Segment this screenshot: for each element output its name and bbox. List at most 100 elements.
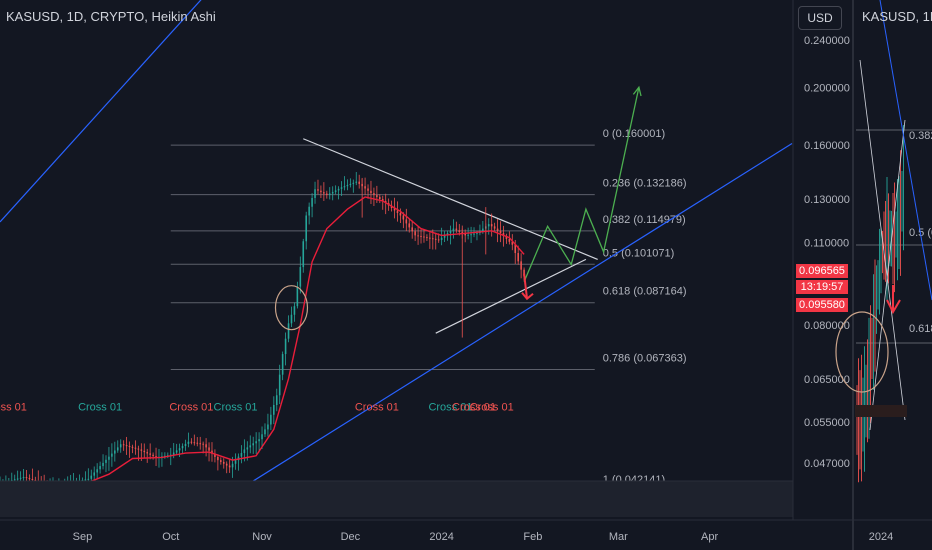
bull-candle — [90, 475, 93, 479]
bear-candle — [149, 453, 151, 455]
bull-candle — [258, 439, 260, 442]
bear-candle — [143, 450, 146, 453]
cross-label: Cross 01 — [355, 402, 399, 414]
down-arrow-head — [521, 292, 534, 301]
bear-candle — [146, 452, 149, 454]
bull-candle — [284, 338, 287, 355]
price-tick-label: 0.065000 — [804, 374, 850, 386]
bull-candle — [240, 453, 243, 457]
bear-candle — [208, 447, 210, 451]
bull-candle — [334, 190, 337, 192]
bull-candle — [355, 181, 358, 183]
bull-candle — [93, 472, 96, 476]
bear-candle — [152, 454, 154, 457]
bull-candle — [337, 188, 340, 191]
candles — [0, 172, 525, 497]
bull-candle — [305, 215, 308, 242]
cross-label: ross 01 — [0, 402, 27, 414]
bull-candle — [19, 477, 22, 479]
mini-cross-label-cluster — [855, 405, 907, 417]
bear-candle — [196, 442, 199, 444]
currency-button[interactable]: USD — [798, 6, 842, 30]
bear-candle — [379, 197, 381, 200]
price-tick-label: 0.160000 — [804, 140, 850, 152]
price-tick-label: 0.110000 — [804, 237, 849, 249]
bear-candle — [220, 460, 222, 462]
bear-candle — [137, 448, 140, 450]
bull-candle — [187, 441, 190, 444]
bear-candle — [131, 446, 134, 448]
fib-level-label: 0.618 (0.087164) — [603, 286, 687, 298]
bull-candle — [264, 429, 266, 435]
bear-candle — [464, 233, 466, 236]
bear-candle — [190, 441, 193, 443]
bull-candle — [302, 241, 305, 268]
cross-label: Cross 01 — [169, 402, 213, 414]
bear-candle — [364, 186, 366, 189]
bear-candle — [376, 195, 378, 198]
bear-candle — [320, 190, 322, 193]
triangle-lower-line — [435, 258, 587, 334]
bull-candle — [175, 450, 178, 453]
bull-candle — [352, 182, 355, 184]
bear-candle — [205, 444, 207, 448]
bear-candle — [193, 442, 196, 444]
time-tick-label: Apr — [701, 531, 718, 543]
bear-candle — [122, 444, 125, 446]
down-arrow-shaft — [523, 273, 529, 299]
bull-candle — [314, 189, 316, 198]
bull-candle — [22, 477, 25, 479]
fib-level-label: 0.5 (0.101071) — [603, 247, 675, 259]
bull-candle — [273, 405, 275, 415]
projection-arrowhead — [632, 85, 642, 97]
bear-candle — [429, 237, 431, 239]
bear-candle — [458, 230, 461, 232]
bull-candle — [261, 434, 263, 440]
bull-candle — [343, 186, 346, 188]
trendlines[interactable] — [0, 0, 793, 493]
bull-candle — [243, 449, 246, 454]
bull-candle — [311, 197, 313, 207]
bear-candle — [420, 235, 422, 237]
bear-candle — [211, 450, 213, 454]
bear-candle — [155, 456, 157, 458]
bull-candle — [331, 191, 334, 194]
bear-candle — [396, 210, 399, 213]
fib-level-label: 0 (0.160001) — [603, 128, 665, 140]
bull-candle — [114, 450, 116, 454]
bull-candle — [184, 443, 187, 447]
bull-candle — [234, 460, 237, 464]
fibonacci-retracement[interactable]: 0 (0.160001) 0.236 (0.132186) 0.382 (0.114… — [170, 128, 687, 492]
bear-candle — [511, 241, 514, 245]
bull-candle — [346, 185, 349, 187]
cross-label: Cross 01 — [452, 402, 496, 414]
bull-candle — [111, 453, 113, 457]
bull-candle — [246, 447, 249, 450]
bull-candle — [449, 230, 452, 234]
bear-candle — [523, 269, 525, 277]
mini-trendline — [869, 119, 906, 431]
bull-candle — [231, 463, 234, 468]
bull-candle — [281, 354, 284, 375]
time-tick-label: Nov — [252, 531, 272, 543]
bull-candle — [293, 306, 296, 315]
bear-candle — [373, 193, 375, 196]
bear-candle — [214, 453, 216, 457]
mini-chart-background — [853, 0, 932, 550]
annotations[interactable] — [274, 85, 642, 331]
cross-label: Cross 01 — [214, 402, 258, 414]
highlight-circle — [274, 285, 309, 331]
bull-candle — [87, 478, 90, 480]
bear-candle — [408, 223, 411, 228]
last-price-badge: 0.096565 — [796, 264, 848, 278]
bull-candle — [328, 193, 331, 196]
bull-candle — [476, 233, 478, 235]
bear-candle — [31, 478, 34, 480]
bear-candle — [128, 445, 131, 447]
bear-candle — [28, 478, 31, 480]
bear-candle — [326, 193, 328, 196]
triangle-upper-line — [303, 138, 598, 260]
time-axis[interactable]: Sep Oct Nov Dec 2024 Feb Mar Apr — [0, 519, 852, 543]
